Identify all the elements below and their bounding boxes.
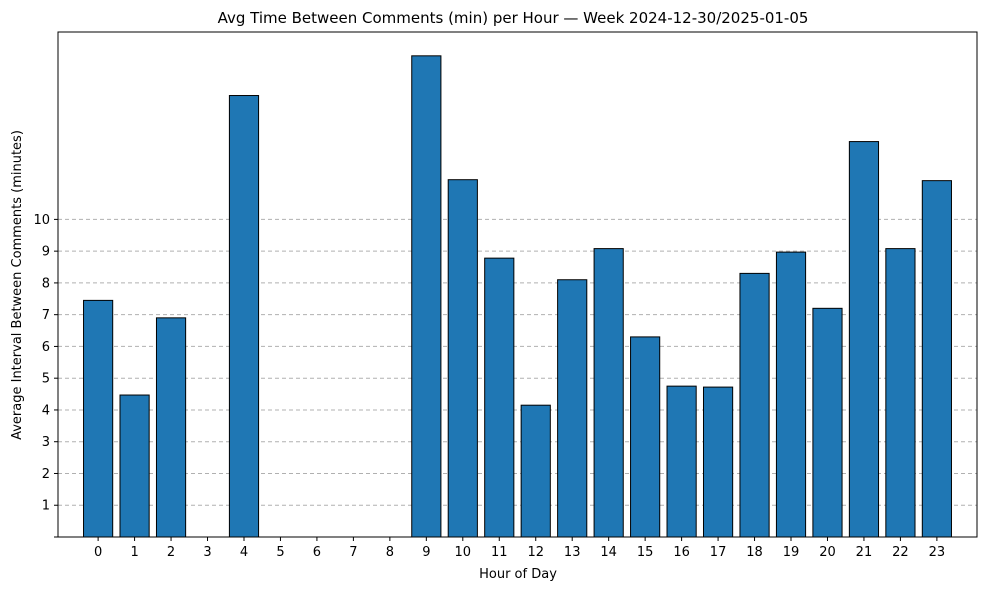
x-tick-label: 20	[819, 545, 836, 560]
bar-hour-21	[848, 141, 880, 538]
x-tick-label: 3	[203, 545, 211, 560]
bar-hour-10	[447, 179, 478, 538]
bar-hour-23	[921, 180, 952, 538]
y-ticks: 1 2 3 4 5 6 7 8 9 10	[33, 213, 58, 538]
x-tick-label: 22	[892, 545, 909, 560]
x-ticks: 0 1 2 3 4 5 6 7 8 9 10 11 12 13 14 15 16 17 18 19 20 21 22 23	[94, 537, 945, 560]
bar-hour-14	[593, 248, 624, 538]
x-tick-label: 2	[167, 545, 175, 560]
y-tick-label: 5	[42, 372, 50, 387]
x-tick-label: 11	[491, 545, 508, 560]
bar-hour-2	[155, 317, 187, 538]
y-tick-label: 8	[42, 276, 50, 291]
y-tick-label: 1	[42, 499, 50, 514]
y-tick-label: 9	[42, 245, 50, 260]
y-tick-label: 6	[42, 340, 50, 355]
bar-hour-15	[630, 336, 661, 538]
bars	[83, 55, 952, 538]
x-tick-label: 7	[349, 545, 357, 560]
x-tick-label: 9	[422, 545, 430, 560]
y-axis-label: Average Interval Between Comments (minut…	[10, 130, 25, 440]
x-tick-label: 10	[455, 545, 472, 560]
bar-hour-1	[119, 394, 150, 538]
plot-frame	[57, 31, 978, 538]
x-tick-label: 18	[746, 545, 763, 560]
x-tick-label: 23	[929, 545, 946, 560]
y-tick-label: 2	[42, 467, 50, 482]
y-tick-label: 7	[42, 308, 50, 323]
bar-hour-0	[83, 299, 114, 538]
x-tick-label: 6	[313, 545, 321, 560]
bar-hour-12	[520, 404, 551, 538]
bar-hour-16	[666, 385, 697, 538]
x-axis-label: Hour of Day	[479, 567, 557, 582]
x-tick-label: 0	[94, 545, 102, 560]
x-tick-label: 19	[783, 545, 800, 560]
y-tick-label: 4	[42, 403, 50, 418]
bar-hour-19	[775, 251, 807, 538]
bar-hour-17	[702, 386, 734, 538]
bar-hour-9	[411, 55, 442, 538]
x-tick-label: 8	[386, 545, 394, 560]
x-tick-label: 16	[673, 545, 690, 560]
bar-hour-11	[484, 257, 515, 538]
x-tick-label: 13	[564, 545, 581, 560]
chart-title: Avg Time Between Comments (min) per Hour…	[218, 9, 809, 27]
bar-hour-20	[812, 307, 843, 538]
y-tick-label: 3	[42, 435, 50, 450]
bar-hour-18	[739, 272, 770, 538]
y-tick-label: 10	[33, 213, 50, 228]
x-tick-label: 17	[710, 545, 727, 560]
bar-hour-13	[557, 279, 588, 538]
x-tick-label: 1	[130, 545, 138, 560]
bar-hour-22	[885, 248, 916, 538]
x-tick-label: 12	[527, 545, 544, 560]
x-tick-label: 21	[856, 545, 873, 560]
x-tick-label: 15	[637, 545, 654, 560]
bar-hour-4	[228, 95, 260, 538]
x-tick-label: 14	[600, 545, 617, 560]
x-tick-label: 4	[240, 545, 248, 560]
x-tick-label: 5	[276, 545, 284, 560]
